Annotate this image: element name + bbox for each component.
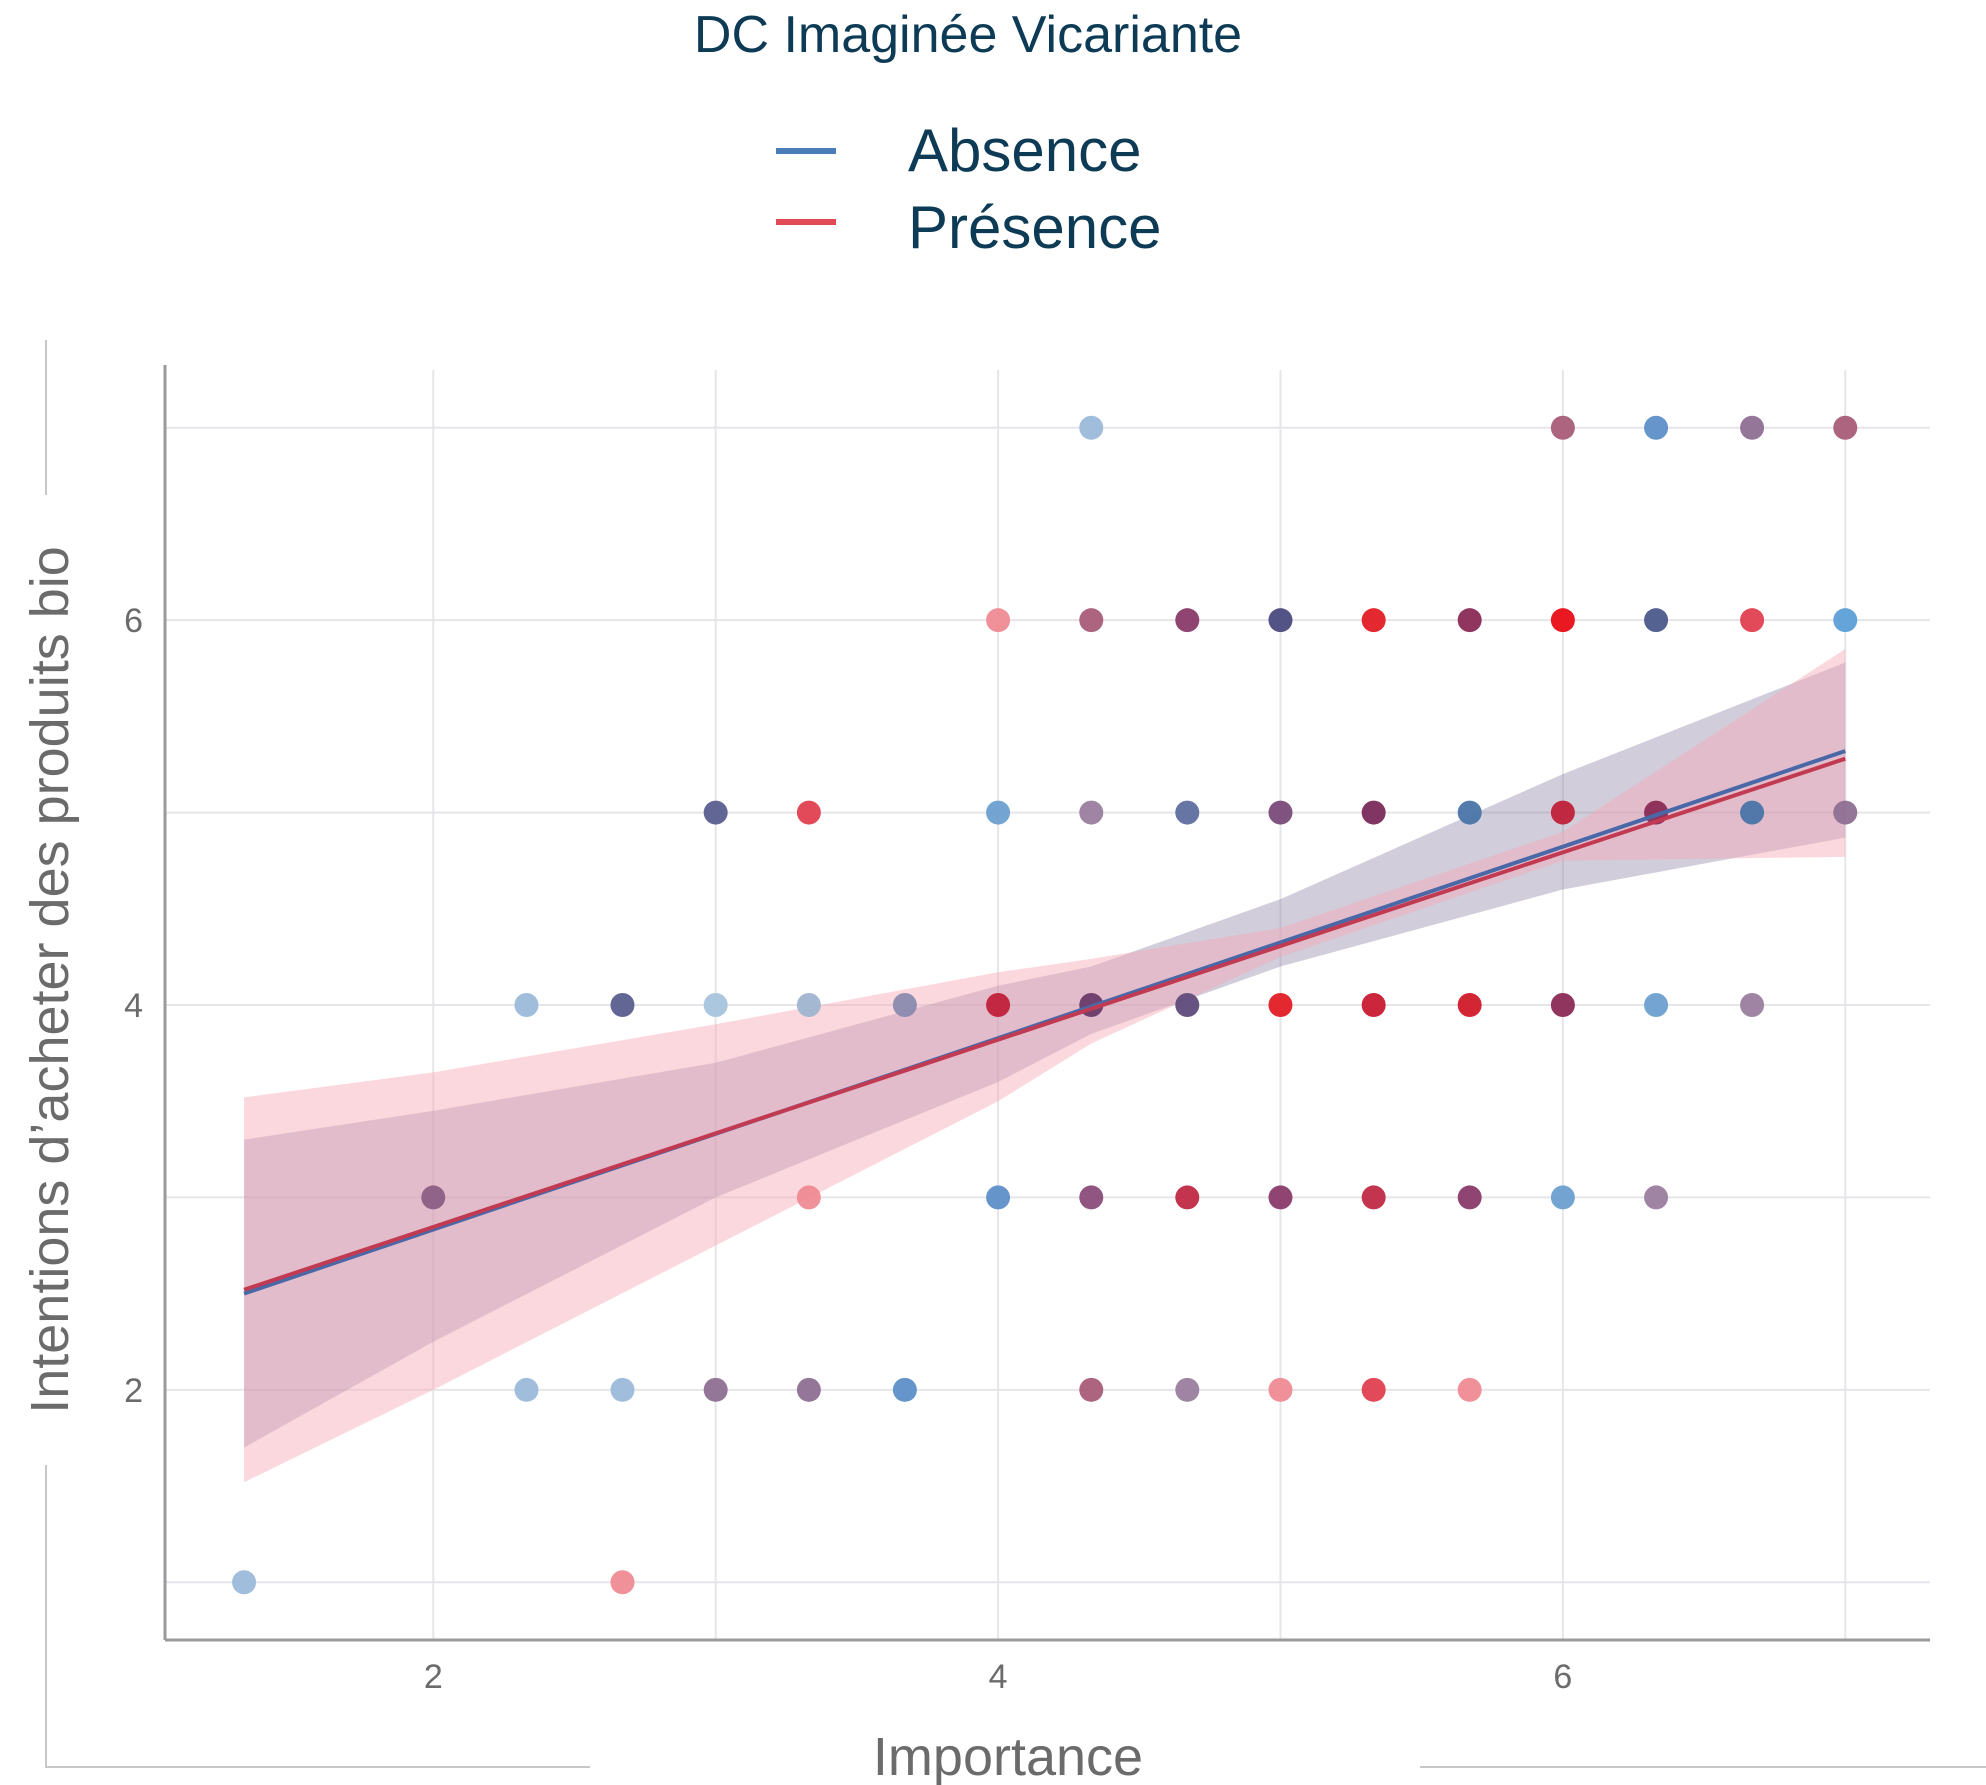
data-point	[1833, 415, 1858, 440]
data-point	[514, 1377, 539, 1402]
y-axis-title: Intentions d’acheter des produits bio	[20, 546, 80, 1414]
data-point	[1268, 1377, 1293, 1402]
data-point	[703, 800, 728, 825]
data-point	[796, 800, 821, 825]
data-point	[1550, 608, 1575, 633]
data-point	[1550, 415, 1575, 440]
data-points	[232, 415, 1858, 1595]
data-point	[1268, 1185, 1293, 1210]
legend: Absence Présence	[776, 117, 1161, 261]
data-point	[1361, 1377, 1386, 1402]
data-point	[1268, 993, 1293, 1017]
data-point	[703, 1377, 728, 1402]
data-point	[1457, 608, 1482, 633]
confidence-band-absence	[244, 662, 1846, 1448]
data-point	[1079, 1377, 1104, 1402]
data-point	[1457, 800, 1482, 825]
confidence-band-presence	[244, 649, 1846, 1483]
data-point	[1550, 800, 1575, 825]
data-point	[1361, 608, 1386, 633]
x-tick-label: 2	[424, 1658, 443, 1696]
data-point	[1833, 608, 1858, 633]
data-point	[1740, 993, 1765, 1017]
x-axis-title: Importance	[873, 1727, 1143, 1785]
axes	[163, 365, 1930, 1642]
data-point	[610, 993, 635, 1017]
data-point	[1175, 1185, 1200, 1210]
data-point	[1175, 993, 1200, 1017]
tick-labels: 2 4 6 2 4 6	[124, 602, 1572, 1696]
data-point	[232, 1570, 257, 1595]
data-point	[796, 1377, 821, 1402]
data-point	[1361, 993, 1386, 1017]
data-point	[1457, 1377, 1482, 1402]
fit-line-presence	[243, 756, 1846, 1292]
data-point	[1361, 800, 1386, 825]
data-point	[1644, 608, 1669, 633]
data-point	[1740, 800, 1765, 825]
data-point	[1079, 1185, 1104, 1210]
data-point	[1079, 608, 1104, 633]
data-point	[1550, 993, 1575, 1017]
legend-label-absence: Absence	[908, 117, 1142, 184]
data-point	[1740, 608, 1765, 633]
data-point	[892, 993, 917, 1017]
data-point	[892, 1377, 917, 1402]
data-point	[1175, 1377, 1200, 1402]
data-point	[1079, 800, 1104, 825]
data-point	[1550, 1185, 1575, 1210]
fit-lines	[243, 749, 1846, 1296]
y-tick-label: 6	[124, 602, 143, 640]
data-point	[1268, 800, 1293, 825]
data-point	[1268, 608, 1293, 633]
legend-label-presence: Présence	[908, 194, 1161, 261]
data-point	[421, 1185, 446, 1210]
data-point	[796, 1185, 821, 1210]
data-point	[610, 1377, 635, 1402]
data-point	[610, 1570, 635, 1595]
data-point	[986, 993, 1011, 1017]
x-tick-label: 6	[1553, 1658, 1572, 1696]
data-point	[1457, 1185, 1482, 1210]
data-point	[1644, 415, 1669, 440]
data-point	[1175, 800, 1200, 825]
data-point	[986, 800, 1011, 825]
data-point	[986, 608, 1011, 633]
data-point	[514, 993, 539, 1017]
data-point	[1833, 800, 1858, 825]
x-tick-label: 4	[989, 1658, 1008, 1696]
y-tick-label: 2	[124, 1372, 143, 1410]
data-point	[703, 993, 728, 1017]
data-point	[1644, 993, 1669, 1017]
data-point	[1079, 415, 1104, 440]
data-point	[986, 1185, 1011, 1210]
data-point	[1175, 608, 1200, 633]
data-point	[1457, 993, 1482, 1017]
confidence-bands	[244, 649, 1846, 1483]
y-tick-label: 4	[124, 987, 143, 1025]
data-point	[1644, 1185, 1669, 1210]
data-point	[1361, 1185, 1386, 1210]
frame-decoration	[45, 340, 1986, 1768]
chart-title: DC Imaginée Vicariante	[694, 6, 1242, 64]
data-point	[1740, 415, 1765, 440]
data-point	[796, 993, 821, 1017]
